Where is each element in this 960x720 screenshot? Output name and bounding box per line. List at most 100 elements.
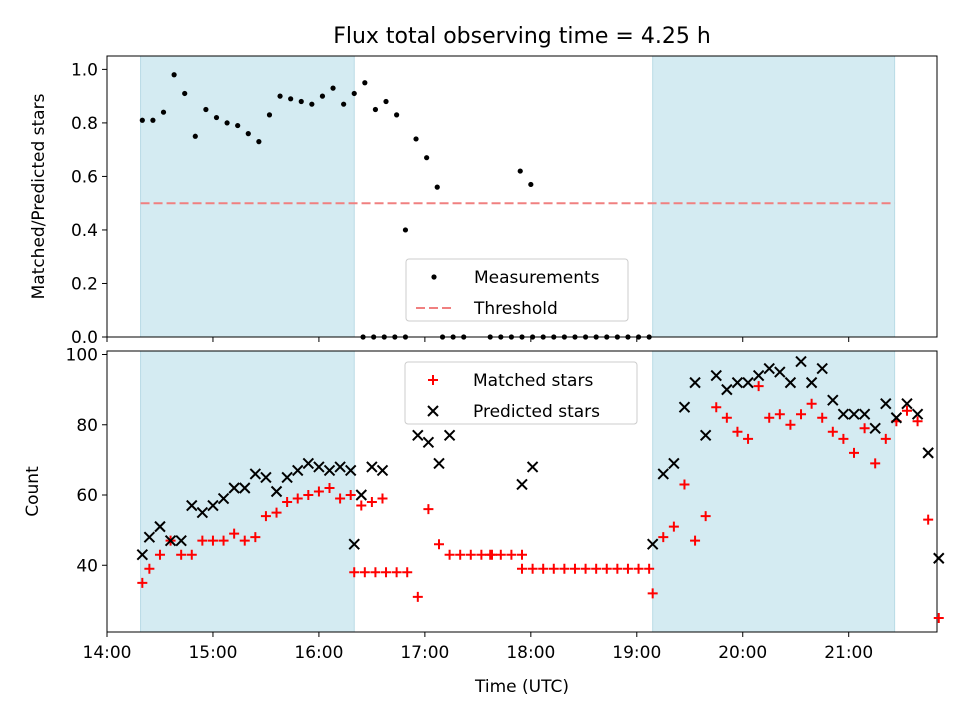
x-tick-label: 19:00	[612, 643, 661, 663]
predicted-stars-point	[526, 461, 539, 473]
matched-stars-point	[239, 535, 250, 546]
measurement-point	[298, 98, 304, 105]
matched-stars-point	[859, 423, 870, 434]
measurement-point	[381, 334, 387, 340]
matched-stars-point	[622, 563, 633, 574]
shaded-interval-0	[140, 55, 355, 338]
matched-stars-point	[495, 549, 506, 560]
matched-stars-point	[806, 398, 817, 409]
matched-stars-point	[591, 563, 602, 574]
predicted-stars-point	[880, 397, 892, 410]
matched-stars-point	[485, 549, 496, 560]
matched-stars-point	[271, 507, 282, 518]
predicted-stars-point	[260, 471, 272, 484]
matched-stars-point	[154, 549, 165, 560]
matched-stars-point	[559, 563, 570, 574]
matched-stars-point	[633, 563, 644, 574]
x-tick-label: 17:00	[400, 643, 449, 663]
measurement-point	[213, 114, 220, 121]
matched-stars-point	[796, 409, 807, 420]
measurement-point	[319, 93, 326, 99]
y-tick-label: 0.0	[71, 328, 98, 348]
measurement-point	[487, 334, 493, 340]
predicted-stars-point	[752, 369, 765, 382]
legend-box	[404, 361, 638, 425]
predicted-stars-point	[175, 534, 187, 547]
measurement-point	[519, 334, 525, 340]
predicted-stars-point	[348, 538, 360, 550]
matched-stars-point	[137, 577, 148, 588]
shaded-interval-1	[652, 55, 896, 338]
predicted-stars-point	[816, 362, 828, 375]
matched-stars-point	[455, 549, 466, 560]
measurement-point	[372, 106, 379, 113]
matched-stars-point	[827, 426, 838, 437]
measurement-point	[362, 80, 368, 86]
predicted-stars-point	[207, 499, 219, 512]
shaded-interval-1	[652, 350, 896, 633]
predicted-stars-point	[668, 457, 680, 470]
measurement-point	[413, 136, 419, 142]
predicted-stars-point	[422, 436, 435, 449]
legend-x-marker	[427, 405, 439, 417]
measurement-point	[529, 334, 536, 340]
matched-stars-point	[817, 412, 828, 423]
measurement-point	[424, 155, 430, 161]
legend: Matched stars Predicted stars	[404, 361, 638, 425]
matched-stars-point	[700, 511, 711, 522]
measurement-point	[150, 117, 156, 123]
measurement-point	[540, 334, 546, 340]
matched-stars-point	[711, 402, 722, 413]
matched-stars-point	[774, 409, 785, 420]
matched-stars-point	[444, 549, 455, 560]
predicted-stars-point	[334, 461, 346, 473]
measurement-point	[561, 334, 567, 340]
predicted-stars-point	[270, 485, 283, 498]
measurement-point	[593, 334, 599, 340]
matched-stars-point	[506, 549, 517, 560]
predicted-stars-point	[136, 549, 149, 561]
matched-stars-point	[324, 482, 335, 493]
matched-stars-point	[476, 549, 487, 560]
matched-stars-point	[912, 416, 923, 427]
predicted-stars-point	[721, 383, 733, 396]
x-tick-label: 16:00	[294, 643, 343, 663]
predicted-stars-point	[678, 401, 691, 413]
matched-stars-point	[292, 493, 303, 504]
x-tick-label: 18:00	[506, 643, 555, 663]
measurement-point	[182, 90, 188, 97]
legend-box	[405, 258, 629, 322]
matched-stars-point	[144, 563, 155, 574]
measurement-point	[383, 98, 389, 105]
predicted-stars-point	[689, 376, 701, 389]
predicted-stars-point	[795, 355, 807, 368]
matched-stars-point	[412, 591, 423, 602]
measurement-point	[635, 334, 642, 340]
matched-stars-point	[690, 535, 701, 546]
matched-stars-point	[345, 490, 356, 501]
measurement-point	[224, 120, 230, 126]
matched-stars-point	[838, 433, 849, 444]
legend-label: Measurements	[474, 268, 600, 288]
legend-label: Threshold	[473, 299, 558, 319]
predicted-stars-point	[249, 468, 262, 480]
measurement-point	[192, 133, 198, 139]
matched-stars-point	[644, 563, 655, 574]
measurement-point	[351, 90, 357, 97]
predicted-stars-point	[911, 408, 924, 420]
predicted-stars-point	[516, 478, 528, 491]
matched-stars-point	[250, 532, 261, 543]
measurement-point	[160, 109, 167, 115]
predicted-stars-point	[922, 447, 934, 459]
matched-stars-point	[647, 588, 658, 599]
legend-dot-marker	[431, 274, 437, 280]
predicted-stars-point	[412, 429, 424, 442]
measurement-point	[392, 334, 398, 340]
x-tick-label: 20:00	[718, 643, 767, 663]
y-tick-label: 0.8	[71, 114, 98, 134]
predicted-stars-point	[164, 534, 177, 547]
predicted-stars-point	[433, 457, 445, 470]
y-tick-label: 80	[76, 416, 98, 436]
matched-stars-point	[186, 549, 197, 560]
predicted-stars-point	[355, 489, 368, 501]
